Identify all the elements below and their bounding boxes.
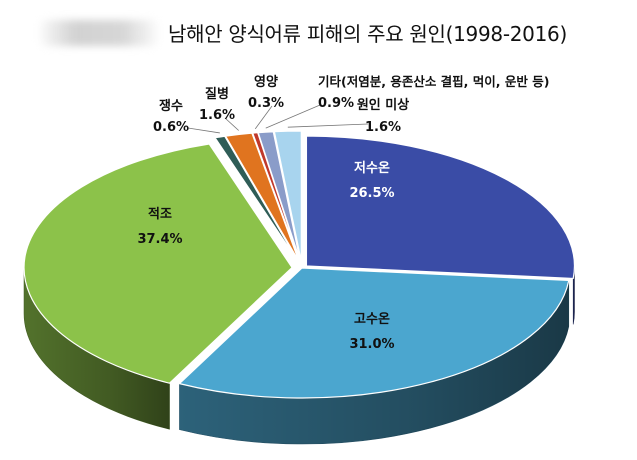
slice-label-4: 질병 <box>205 86 229 102</box>
slice-value-7: 1.6% <box>365 120 401 135</box>
slice-value-6: 0.9% <box>318 96 354 111</box>
leader-line-3 <box>187 127 220 134</box>
redacted-region <box>40 20 158 46</box>
slice-label-2: 적조 <box>148 206 172 222</box>
slice-value-0: 26.5% <box>349 186 394 201</box>
slice-value-1: 31.0% <box>349 337 394 352</box>
slice-label-0: 저수온 <box>354 161 390 176</box>
slice-value-5: 0.3% <box>248 96 284 111</box>
chart-title: 남해안 양식어류 피해의 주요 원인(1998-2016) <box>168 22 567 46</box>
slice-value-4: 1.6% <box>199 108 235 123</box>
slice-label-5: 영양 <box>254 75 278 90</box>
slice-label-6: 기타(저염분, 용존산소 결핍, 먹이, 운반 등) <box>318 74 549 89</box>
slice-label-7: 원인 미상 <box>357 97 409 113</box>
pie-side-shade-0 <box>573 265 575 325</box>
pie-slice-1 <box>178 267 570 399</box>
leader-line-6 <box>265 104 321 129</box>
slice-value-2: 37.4% <box>137 232 182 247</box>
slice-label-1: 고수온 <box>354 312 390 327</box>
pie-slice-0 <box>305 135 576 280</box>
pie-side-shade-1 <box>179 280 569 444</box>
pie-side-shade-2 <box>24 267 170 430</box>
pie-slice-6 <box>257 131 301 262</box>
slice-value-3: 0.6% <box>153 120 189 135</box>
leader-line-4 <box>224 117 239 131</box>
pie-slice-3 <box>214 135 299 262</box>
pie-slice-4 <box>224 132 300 262</box>
pie-slice-7 <box>273 130 302 262</box>
leader-line-5 <box>254 105 273 130</box>
leader-line-7 <box>287 123 369 128</box>
pie-slice-2 <box>23 143 293 384</box>
slice-label-3: 쟁수 <box>159 98 183 114</box>
